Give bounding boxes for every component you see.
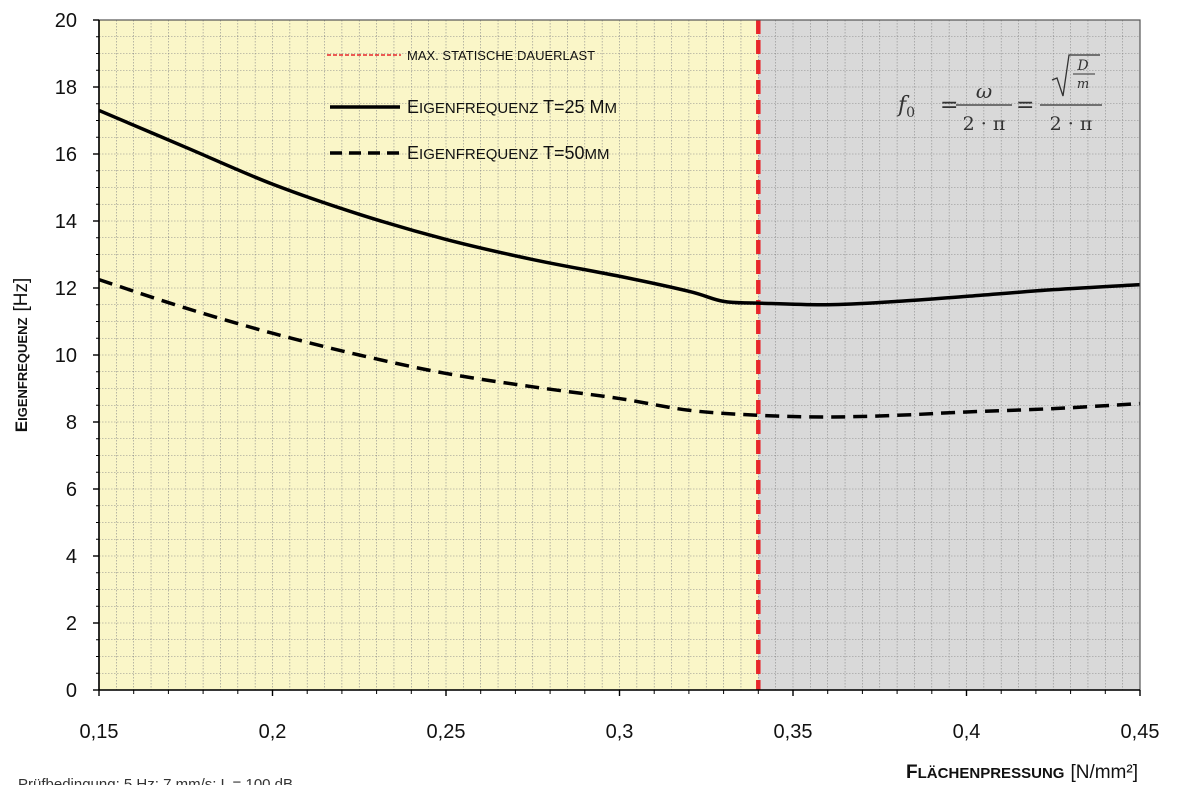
x-tick-label: 0,45: [1121, 721, 1160, 743]
y-tick-label: 2: [66, 613, 77, 635]
legend-label-series-2: EIGENFREQUENZ T=50MM: [407, 143, 610, 163]
formula-equals-2: =: [1016, 93, 1034, 118]
legend-label-reference: MAX. STATISCHE DAUERLAST: [407, 48, 595, 63]
x-tick-label: 0,4: [953, 721, 981, 743]
formula-equals-1: =: [940, 93, 958, 118]
y-tick-label: 0: [66, 680, 77, 702]
x-axis-label-unit: [N/mm²]: [1070, 762, 1138, 783]
x-tick-label: 0,15: [80, 721, 119, 743]
x-tick-label: 0,35: [774, 721, 813, 743]
y-tick-label: 8: [66, 412, 77, 434]
x-tick-label: 0,2: [259, 721, 287, 743]
x-tick-label: 0,3: [606, 721, 634, 743]
y-tick-label: 14: [55, 211, 77, 233]
formula: f0 = ω 2 · π = D m 2 · π: [896, 54, 1102, 135]
y-axis-label: EIGENFREQUENZ [Hz]: [11, 278, 32, 432]
footnote: Prüfbedingung: 5 Hz; 7 mm/s; L = 100 dB: [18, 776, 293, 785]
series-layer: [98, 108, 1141, 419]
tick-labels: 0 2 4 6 8 10 12 14 16 18 20 0,15 0,2 0,25 0,3 0,35 0,4 0,…: [55, 10, 1160, 743]
formula-denominator-1: 2 · π: [963, 113, 1006, 135]
x-axis-label-text: FLÄCHENPRESSUNG: [906, 762, 1064, 783]
legend: MAX. STATISCHE DAUERLAST EIGENFREQUENZ T…: [327, 48, 617, 163]
x-tick-label: 0,25: [427, 721, 466, 743]
formula-denominator-2: 2 · π: [1050, 113, 1093, 135]
y-axis-label-unit: [Hz]: [11, 278, 32, 312]
y-tick-label: 18: [55, 77, 77, 99]
series-line-2: [98, 277, 1141, 419]
y-axis-label-text: EIGENFREQUENZ: [12, 317, 31, 432]
y-tick-label: 6: [66, 479, 77, 501]
y-tick-label: 4: [66, 546, 77, 568]
formula-numerator-1: ω: [976, 79, 992, 103]
formula-lhs-sub: 0: [906, 105, 915, 121]
y-tick-label: 10: [55, 345, 77, 367]
formula-sqrt-sign: [1051, 54, 1100, 97]
series-line-1: [98, 108, 1141, 307]
y-tick-label: 12: [55, 278, 77, 300]
legend-label-series-1: EIGENFREQUENZ T=25 MM: [407, 97, 617, 117]
x-axis-label: FLÄCHENPRESSUNG [N/mm²]: [906, 762, 1138, 783]
formula-sqrt-numerator: D: [1076, 58, 1088, 74]
y-tick-label: 20: [55, 10, 77, 32]
y-tick-label: 16: [55, 144, 77, 166]
formula-sqrt-denominator: m: [1077, 77, 1089, 92]
